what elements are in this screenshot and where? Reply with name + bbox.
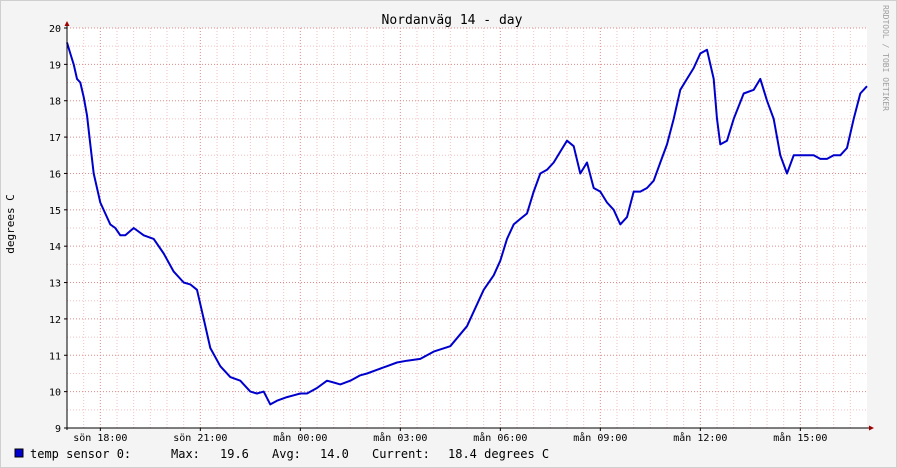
y-tick-label: 11 [49,351,61,362]
x-tick-label: mån 03:00 [373,431,427,444]
y-tick-label: 16 [49,169,61,180]
legend-swatch [14,448,24,458]
x-tick-label: sön 21:00 [173,433,227,444]
y-tick-label: 20 [49,24,61,35]
y-tick-label: 12 [49,315,61,326]
axes [64,21,874,431]
chart-title: Nordanväg 14 - day [382,13,523,28]
legend-max-value: 19.6 [220,447,249,461]
x-tick-label: mån 09:00 [573,431,627,444]
legend-series-label: temp sensor 0: [30,447,131,461]
y-tick-label: 15 [49,206,61,217]
y-tick-label: 9 [55,424,61,435]
y-tick-label: 19 [49,60,61,71]
legend-max-label: Max: [171,447,200,461]
y-tick-label: 10 [49,388,61,399]
x-tick-label: sön 18:00 [73,433,127,444]
x-tick-label: mån 06:00 [473,431,527,444]
y-tick-label: 13 [49,279,61,290]
x-tick-label: mån 12:00 [673,431,727,444]
x-tick-label: mån 00:00 [273,431,327,444]
legend: temp sensor 0: Max: 19.6 Avg: 14.0 Curre… [14,447,549,461]
y-tick-label: 14 [49,242,61,253]
y-axis-label: degrees C [4,194,17,254]
x-axis-arrow [869,425,874,431]
y-axis-ticks: 9 10 11 12 13 14 15 16 17 18 19 20 [49,24,67,435]
legend-avg-label: Avg: [272,447,301,461]
watermark: RRDTOOL / TOBI OETIKER [881,5,890,111]
legend-current-value: 18.4 degrees C [448,447,549,461]
y-tick-label: 17 [49,133,61,144]
y-tick-label: 18 [49,97,61,108]
minor-grid [67,28,867,428]
series-line-temp-sensor-0 [66,42,868,406]
x-tick-label: mån 15:00 [773,431,827,444]
legend-avg-value: 14.0 [320,447,349,461]
y-axis-arrow [64,21,70,26]
legend-current-label: Current: [372,447,430,461]
x-axis-ticks: sön 18:00 sön 21:00 mån 00:00 mån 03:00 mån … [73,428,827,444]
